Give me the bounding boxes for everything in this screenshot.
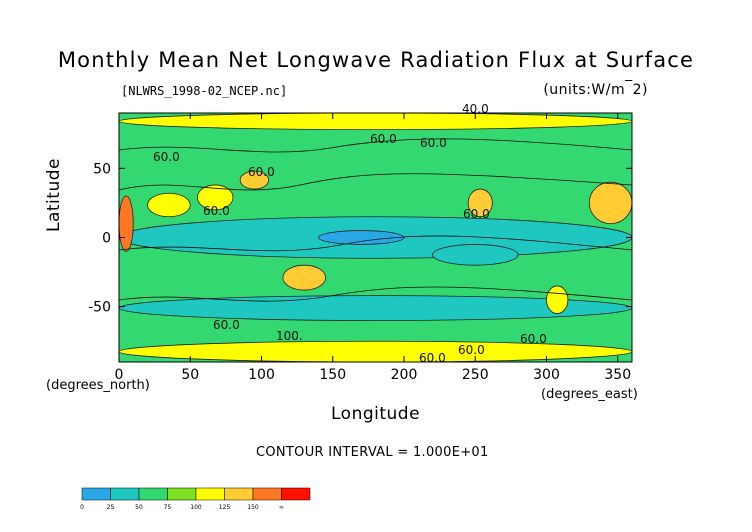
- contour-label: 60.0: [420, 136, 447, 150]
- contour-label: 60.0: [203, 204, 230, 218]
- source-file-label: [NLWRS_1998-02_NCEP.nc]: [121, 84, 288, 98]
- y-unit-label: (degrees_north): [46, 378, 150, 393]
- contour-label: 60.0: [458, 343, 485, 357]
- colorbar-swatch: [138, 487, 168, 501]
- field-region: [546, 285, 569, 314]
- axes: 0 50 100 150 200 250 300 350 50 0 -50: [88, 112, 633, 383]
- colorbar-label: 150: [247, 504, 259, 511]
- x-tick-label: 150: [319, 367, 346, 383]
- field-region: [282, 264, 327, 291]
- colorbar-swatch: [110, 487, 140, 501]
- x-axis-label: Longitude: [331, 404, 421, 424]
- colorbar-label: 25: [107, 504, 115, 511]
- x-tick-label: 100: [248, 367, 275, 383]
- field-region: [118, 340, 633, 363]
- field-region: [196, 184, 234, 211]
- field-region: [588, 181, 633, 225]
- contour-label: 60.0: [419, 351, 446, 365]
- contour-line: [118, 286, 633, 302]
- contour-label: 60.0: [520, 332, 547, 346]
- field-region: [118, 195, 134, 252]
- field-region: [147, 192, 191, 218]
- x-tick-label: 300: [533, 367, 560, 383]
- colorbar-label: 50: [135, 504, 143, 511]
- colorbar-label: 100: [190, 504, 202, 511]
- contour-label: 60.0: [213, 318, 240, 332]
- units-label: (units:W/m‾2): [543, 79, 648, 98]
- colorbar: 0 25 50 75 100 125 150 ∞: [80, 487, 311, 511]
- field-region: [467, 188, 493, 218]
- field-region: [239, 170, 270, 190]
- colorbar-swatch: [81, 487, 111, 501]
- y-tick-label: 0: [102, 231, 111, 247]
- plot-area: 40.060.0 60.060.060.060.0 60.060.0100.60.0…: [118, 102, 633, 365]
- contour-line: [118, 235, 633, 252]
- x-tick-label: 250: [462, 367, 489, 383]
- y-tick-label: 50: [93, 161, 111, 177]
- colorbar-label: 75: [164, 504, 172, 511]
- contour-interval-text: CONTOUR INTERVAL = 1.000E+01: [256, 445, 489, 460]
- colorbar-swatch: [252, 487, 282, 501]
- colorbar-label: ∞: [279, 504, 284, 511]
- field-region: [118, 112, 633, 131]
- contour-label: 60.0: [153, 150, 180, 164]
- x-tick-label: 350: [604, 367, 631, 383]
- field-region: [318, 230, 405, 245]
- colorbar-swatch: [195, 487, 225, 501]
- contour-line: [118, 173, 633, 191]
- contour-label: 60.0: [248, 165, 275, 179]
- colorbar-swatch: [281, 487, 311, 501]
- colorbar-swatch: [224, 487, 254, 501]
- contour-line: [118, 138, 633, 153]
- y-tick-label: -50: [88, 300, 111, 316]
- colorbar-label: 0: [80, 504, 84, 511]
- colorbar-label: 125: [219, 504, 231, 511]
- y-axis-label: Latitude: [44, 158, 64, 232]
- x-unit-label: (degrees_east): [541, 387, 638, 402]
- field-region: [432, 244, 519, 266]
- x-tick-label: 200: [391, 367, 418, 383]
- contour-label: 60.0: [370, 132, 397, 146]
- x-tick-label: 0: [115, 367, 124, 383]
- contour-label: 60.0: [463, 207, 490, 221]
- chart-title: Monthly Mean Net Longwave Radiation Flux…: [57, 48, 695, 72]
- colorbar-swatch: [167, 487, 197, 501]
- contour-label: 100.: [276, 329, 303, 343]
- x-tick-label: 50: [181, 367, 199, 383]
